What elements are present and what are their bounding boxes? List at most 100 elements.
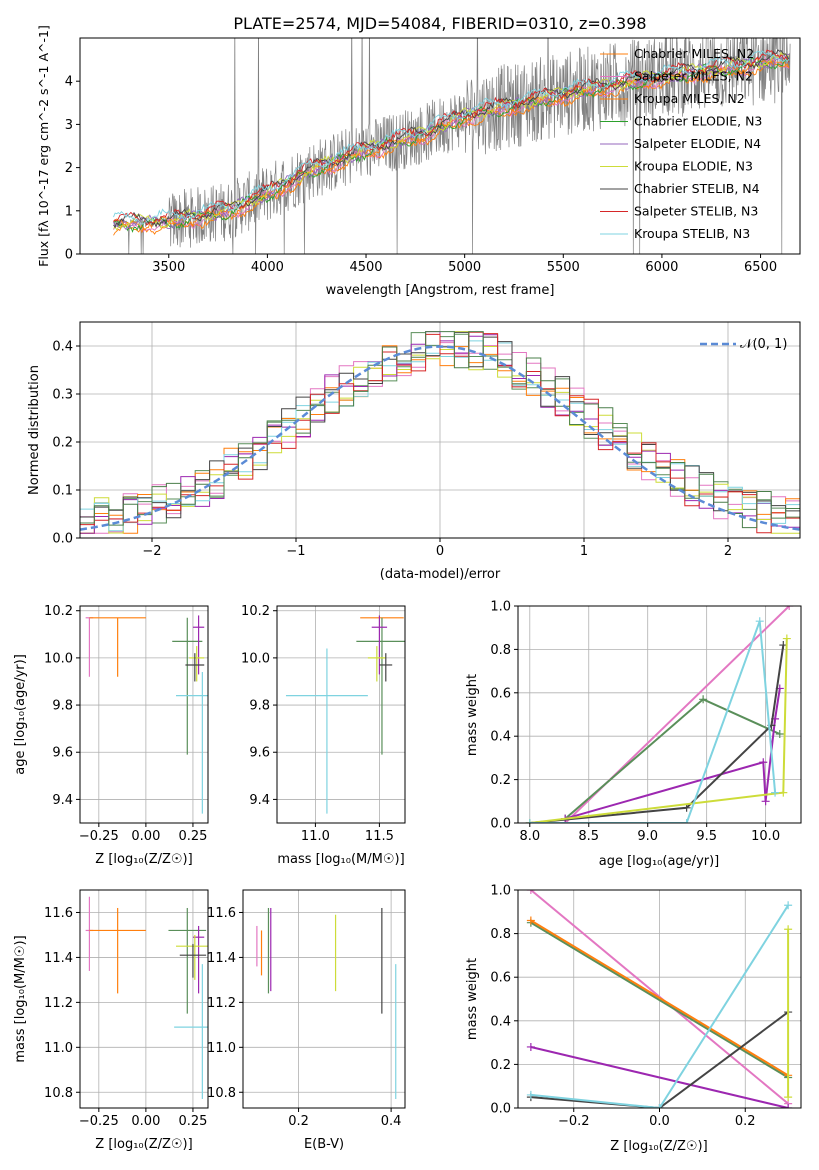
x-tick-label: 1 <box>580 544 588 559</box>
x-tick-label: 0 <box>436 544 444 559</box>
weight-age-panel: 8.0 8.5 9.0 9.5 10.0 0.0 0.2 0.4 0.6 0.8 1.0 age [l… <box>465 600 802 869</box>
y-tick-label: 2 <box>65 161 73 176</box>
y-tick-label: 0.6 <box>490 971 511 986</box>
model-spectrum <box>113 54 790 231</box>
x-tick-label: 0.2 <box>288 1114 309 1129</box>
y-tick-label: 0.8 <box>490 643 511 658</box>
x-tick-label: −0.2 <box>558 1114 590 1129</box>
plot-area <box>526 890 793 1108</box>
y-tick-label: 1.0 <box>490 600 511 615</box>
y-tick-label: 4 <box>65 75 73 90</box>
weight-marker <box>682 819 691 823</box>
histogram-step <box>80 331 800 534</box>
weight-marker <box>755 617 764 626</box>
legend-label: 𝒩(0, 1) <box>740 337 787 352</box>
x-axis-label: Z [log₁₀(Z/Z☉)] <box>95 1137 192 1152</box>
y-tick-label: 3 <box>65 118 73 133</box>
y-tick-label: 9.8 <box>52 699 73 714</box>
y-tick-label: 11.6 <box>207 906 236 921</box>
x-tick-label: 6000 <box>645 260 678 275</box>
y-tick-label: 9.6 <box>52 746 73 761</box>
x-tick-label: 8.5 <box>578 829 599 844</box>
spectrum-panel: 3500 4000 4500 5000 5500 6000 6500 0 1 2 3 4 Chabrie… <box>36 25 801 298</box>
y-tick-label: 0.0 <box>52 532 73 547</box>
histogram-step <box>80 331 800 529</box>
x-axis-label: (data-model)/error <box>380 567 501 582</box>
normal-curve <box>80 345 800 531</box>
age-mass-panel: 11.0 11.5 9.4 9.6 9.8 10.0 10.2 mass [log₁₀(M/M… <box>241 604 406 867</box>
weight-line <box>530 1011 789 1108</box>
x-tick-label: 10.0 <box>751 829 780 844</box>
y-tick-label: 0.4 <box>490 730 511 745</box>
x-tick-label: 5000 <box>448 260 481 275</box>
y-tick-label: 11.2 <box>207 996 236 1011</box>
y-tick-label: 0.8 <box>490 927 511 942</box>
y-tick-label: 0.0 <box>490 817 511 832</box>
weight-line <box>564 688 781 820</box>
x-axis-label: E(B-V) <box>304 1137 344 1152</box>
y-tick-label: 1 <box>65 204 73 219</box>
weight-line <box>530 919 789 1077</box>
weight-marker <box>761 797 770 806</box>
x-tick-label: 0.00 <box>131 829 160 844</box>
y-tick-label: 11.0 <box>44 1041 73 1056</box>
weight-marker <box>525 819 534 823</box>
legend-label: Salpeter MILES, N2 <box>634 69 753 84</box>
weight-line <box>529 620 777 823</box>
x-tick-label: 9.5 <box>696 829 717 844</box>
weight-marker <box>771 788 780 797</box>
y-tick-label: 9.4 <box>249 793 270 808</box>
x-tick-label: −0.25 <box>79 1114 119 1129</box>
y-tick-label: 0.3 <box>52 388 73 403</box>
y-axis-label: age [log₁₀(age/yr)] <box>13 654 28 775</box>
weight-marker <box>699 695 708 704</box>
weight-line <box>530 921 789 1079</box>
x-tick-label: −2 <box>142 544 161 559</box>
model-spectrum <box>113 50 790 225</box>
y-tick-label: 9.6 <box>249 746 270 761</box>
axes-frame <box>517 605 802 824</box>
y-tick-label: 11.0 <box>207 1041 236 1056</box>
axes-frame <box>242 889 406 1109</box>
weight-marker <box>784 925 793 934</box>
panels-group: 3500 4000 4500 5000 5500 6000 6500 0 1 2 3 4 Chabrie… <box>13 25 802 1154</box>
x-tick-label: 0.0 <box>649 1114 670 1129</box>
x-tick-label: 11.5 <box>365 829 394 844</box>
age-z-panel: −0.25 0.00 0.25 9.4 9.6 9.8 10.0 10.2 Z [log₁₀(Z… <box>13 604 209 867</box>
x-tick-label: 0.4 <box>381 1114 402 1129</box>
y-tick-label: 0.4 <box>52 340 73 355</box>
histogram-panel: −2 −1 0 1 2 0.0 0.1 0.2 0.3 0.4 𝒩(0, 1) (data-model… <box>27 321 801 582</box>
axes-frame <box>79 605 209 824</box>
y-tick-label: 10.2 <box>44 604 73 619</box>
y-tick-label: 0.2 <box>490 773 511 788</box>
mass-ebv-panel: 0.2 0.4 10.8 11.0 11.2 11.4 11.6 E(B-V) <box>207 889 406 1152</box>
weight-marker <box>526 890 535 894</box>
legend-label: Kroupa ELODIE, N3 <box>634 159 753 174</box>
weight-marker <box>784 1104 793 1108</box>
plot-area <box>80 331 800 534</box>
weight-line <box>529 638 788 823</box>
x-tick-label: −1 <box>286 544 305 559</box>
legend-label: Kroupa STELIB, N3 <box>634 226 750 241</box>
weight-marker <box>782 634 791 643</box>
plot-area <box>85 615 208 814</box>
x-tick-label: 9.0 <box>637 829 658 844</box>
y-tick-label: 10.8 <box>207 1086 236 1101</box>
weight-marker <box>526 1090 535 1099</box>
y-tick-label: 11.4 <box>44 951 73 966</box>
plot-area <box>285 615 405 814</box>
spectrum-legend: Chabrier MILES, N2 Salpeter MILES, N2 Krou… <box>600 46 762 241</box>
y-tick-label: 11.6 <box>44 906 73 921</box>
weight-line <box>529 644 785 823</box>
y-tick-label: 0.1 <box>52 484 73 499</box>
weight-marker <box>779 788 788 797</box>
weight-marker <box>526 1042 535 1051</box>
plot-area <box>113 38 791 254</box>
weight-marker <box>775 730 784 739</box>
legend-label: Chabrier STELIB, N4 <box>634 181 760 196</box>
mass-z-panel: −0.25 0.00 0.25 10.8 11.0 11.2 11.4 11.6 Z [log₁… <box>13 889 209 1152</box>
axes-frame <box>79 37 801 255</box>
y-tick-label: 11.4 <box>207 951 236 966</box>
histogram-step <box>80 345 800 534</box>
